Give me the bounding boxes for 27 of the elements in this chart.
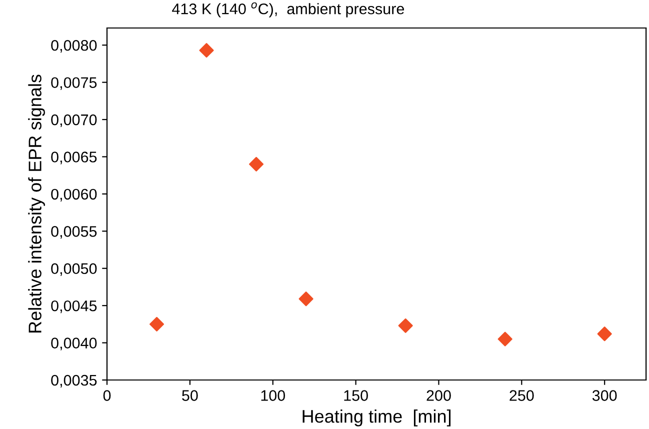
x-tick-label: 100 xyxy=(261,390,286,401)
chart-title: 413 K (140 $^{o}$C), ambient pressure xyxy=(172,2,404,18)
point xyxy=(199,43,214,58)
y-tick-label: 0,0075 xyxy=(51,77,97,90)
point xyxy=(248,156,264,172)
x-axis-title: Heating time [min] xyxy=(302,410,451,426)
point xyxy=(597,326,612,342)
y-tick-label: 0,0040 xyxy=(51,338,97,350)
y-axis-title: Relative intensity of EPR signals xyxy=(28,74,45,332)
x-tick-label: 150 xyxy=(344,390,368,401)
point xyxy=(498,332,512,346)
x-tick-label: 250 xyxy=(510,390,534,401)
point xyxy=(149,316,164,332)
point xyxy=(298,292,314,306)
x-tick-label: 0 xyxy=(103,390,111,401)
x-tick-label: 300 xyxy=(592,390,617,401)
y-tick-label: 0,0065 xyxy=(51,152,97,164)
x-tick-label: 50 xyxy=(182,390,198,401)
y-tick-label: 0,0045 xyxy=(51,300,97,314)
y-tick-label: 0,0070 xyxy=(51,114,97,128)
y-tick-label: 0,0080 xyxy=(51,40,97,53)
x-tick-label: 200 xyxy=(426,390,451,401)
y-tick-label: 0,0055 xyxy=(51,226,97,239)
y-tick-label: 0,0050 xyxy=(51,263,97,276)
point xyxy=(398,318,413,333)
y-tick-label: 0,0060 xyxy=(51,188,97,202)
y-tick-label: 0,0035 xyxy=(51,374,97,388)
